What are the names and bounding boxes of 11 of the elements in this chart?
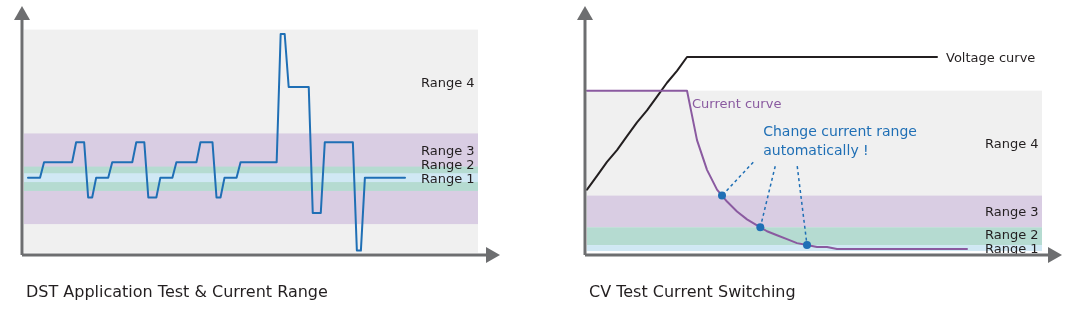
text: DST Application Test & Current Range: [26, 282, 328, 301]
annotation: Change current range automatically !: [763, 123, 917, 159]
series-label: Voltage curve: [946, 50, 1036, 65]
band-label: Range 4: [421, 74, 475, 90]
band-label: Range 3: [985, 204, 1039, 220]
text: CV Test Current Switching: [589, 282, 796, 301]
series-label: Current curve: [692, 95, 782, 111]
band-label: Range 2: [985, 227, 1039, 243]
band-label: Range 1: [985, 241, 1039, 257]
band-label: Range 3: [421, 142, 475, 158]
band-label: Range 4: [985, 136, 1039, 152]
